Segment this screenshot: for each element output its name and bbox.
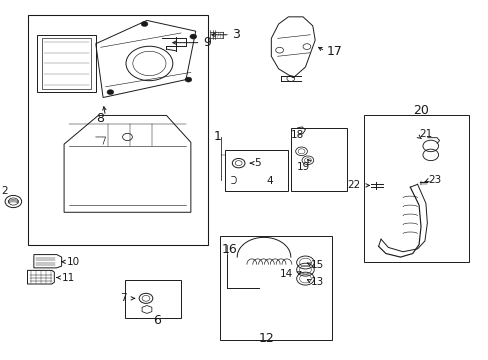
Circle shape bbox=[184, 77, 191, 82]
Text: 9: 9 bbox=[203, 36, 210, 49]
Text: 20: 20 bbox=[412, 104, 427, 117]
Text: 7: 7 bbox=[120, 293, 126, 303]
Text: 5: 5 bbox=[254, 158, 260, 168]
Text: 19: 19 bbox=[296, 162, 309, 172]
Text: 23: 23 bbox=[427, 175, 441, 185]
Bar bbox=[363, 116, 468, 262]
Circle shape bbox=[107, 90, 114, 95]
Circle shape bbox=[122, 134, 132, 140]
Text: 18: 18 bbox=[291, 130, 304, 140]
Text: 16: 16 bbox=[221, 243, 237, 256]
Text: 10: 10 bbox=[66, 257, 80, 267]
Bar bbox=[220, 235, 331, 339]
Text: 15: 15 bbox=[310, 260, 324, 270]
Bar bbox=[224, 149, 288, 191]
Bar bbox=[125, 280, 181, 318]
Circle shape bbox=[141, 22, 148, 27]
Text: 12: 12 bbox=[258, 332, 274, 345]
Text: 13: 13 bbox=[310, 277, 324, 287]
Text: 6: 6 bbox=[153, 314, 161, 328]
Circle shape bbox=[189, 34, 196, 39]
Text: 2: 2 bbox=[1, 186, 8, 197]
Text: 11: 11 bbox=[61, 273, 75, 283]
Text: 8: 8 bbox=[96, 112, 103, 125]
Text: 3: 3 bbox=[232, 28, 240, 41]
Bar bbox=[27, 15, 207, 244]
Text: 14: 14 bbox=[279, 269, 292, 279]
Text: 22: 22 bbox=[346, 180, 359, 190]
Text: 17: 17 bbox=[326, 45, 342, 58]
Text: 1: 1 bbox=[213, 130, 221, 144]
Text: 21: 21 bbox=[418, 129, 431, 139]
Text: 4: 4 bbox=[266, 176, 272, 186]
Bar bbox=[290, 128, 346, 191]
